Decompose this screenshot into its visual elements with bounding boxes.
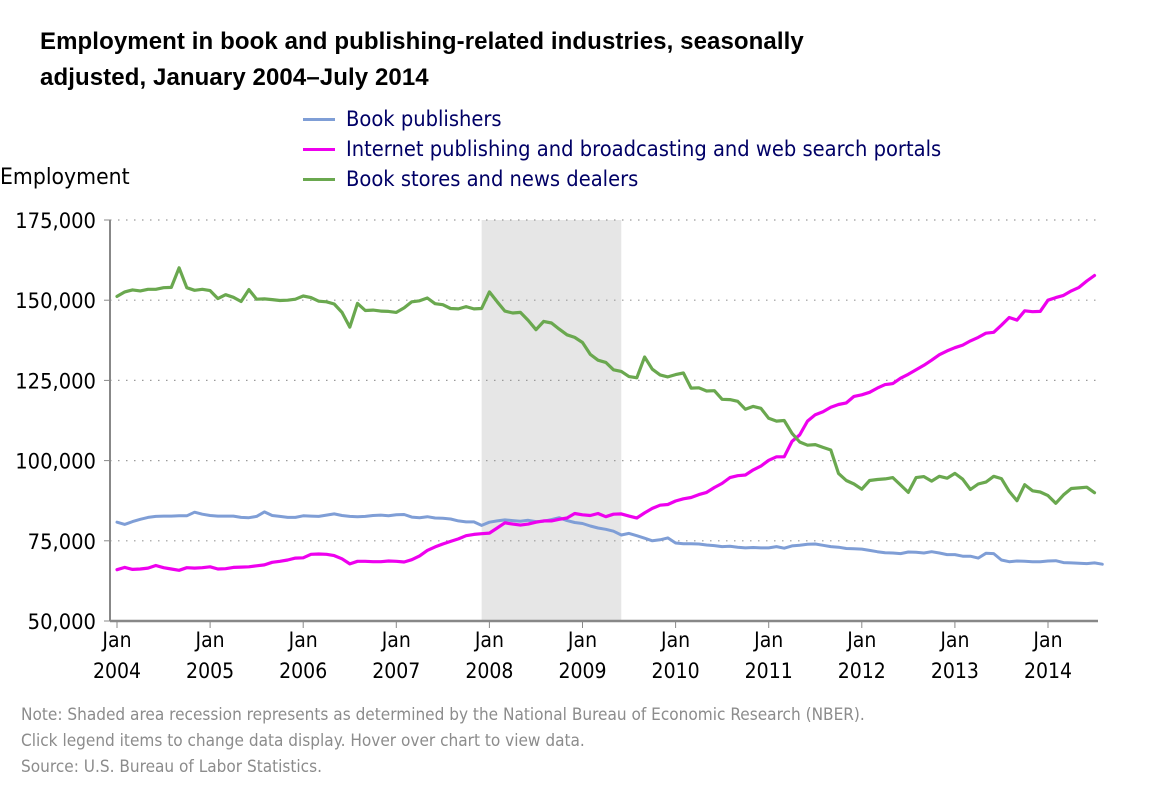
x-tick-label-year: 2007 xyxy=(372,658,420,683)
y-tick-label: 150,000 xyxy=(15,289,96,314)
y-tick-label: 125,000 xyxy=(15,369,96,394)
x-tick-label-month: Jan xyxy=(566,627,597,652)
y-tick-label: 100,000 xyxy=(15,449,96,474)
chart-title: Employment in book and publishing-relate… xyxy=(40,24,804,96)
legend-swatch-book-stores xyxy=(303,177,335,181)
note-source: Source: U.S. Bureau of Labor Statistics. xyxy=(21,757,323,776)
x-tick-label-month: Jan xyxy=(845,627,876,652)
x-tick-label-year: 2005 xyxy=(186,658,234,683)
series-line-book-publishers[interactable] xyxy=(115,510,1104,566)
y-axis-label: Employment xyxy=(0,165,130,190)
x-tick-label-year: 2004 xyxy=(93,658,141,683)
x-tick-label-year: 2010 xyxy=(652,658,700,683)
legend: Book publishers Internet publishing and … xyxy=(303,104,986,194)
x-tick-label-year: 2008 xyxy=(465,658,513,683)
x-tick-label-year: 2012 xyxy=(838,658,886,683)
x-tick-label-year: 2006 xyxy=(279,658,327,683)
note-recession: Note: Shaded area recession represents a… xyxy=(21,705,865,724)
x-tick-label-month: Jan xyxy=(380,627,411,652)
x-tick-label-year: 2009 xyxy=(558,658,606,683)
legend-swatch-book-publishers xyxy=(303,117,335,121)
y-tick-label: 75,000 xyxy=(28,529,96,554)
y-tick-label: 175,000 xyxy=(15,208,96,233)
x-tick-label-year: 2011 xyxy=(745,658,793,683)
x-tick-label-month: Jan xyxy=(659,627,690,652)
chart-title-line-1: Employment in book and publishing-relate… xyxy=(40,28,804,55)
legend-item-internet-publishing[interactable]: Internet publishing and broadcasting and… xyxy=(303,134,986,164)
chart-title-line-2: adjusted, January 2004–July 2014 xyxy=(40,64,429,91)
series-line-internet-publishing[interactable] xyxy=(115,273,1097,572)
x-tick-label-year: 2013 xyxy=(931,658,979,683)
x-tick-label-month: Jan xyxy=(101,627,132,652)
legend-label: Book stores and news dealers xyxy=(346,167,639,191)
legend-swatch-internet-publishing xyxy=(303,147,335,151)
x-tick-label-month: Jan xyxy=(287,627,318,652)
note-interaction: Click legend items to change data displa… xyxy=(21,731,585,750)
x-tick-label-month: Jan xyxy=(473,627,504,652)
recession-shading xyxy=(481,220,622,621)
legend-item-book-stores[interactable]: Book stores and news dealers xyxy=(303,164,986,194)
x-tick-label-month: Jan xyxy=(194,627,225,652)
legend-label: Internet publishing and broadcasting and… xyxy=(346,137,942,161)
x-tick-label-year: 2014 xyxy=(1024,658,1072,683)
legend-item-book-publishers[interactable]: Book publishers xyxy=(303,104,986,134)
series-line-book-stores[interactable] xyxy=(115,266,1097,505)
x-tick-label-month: Jan xyxy=(752,627,783,652)
x-tick-label-month: Jan xyxy=(1032,627,1063,652)
y-tick-label: 50,000 xyxy=(28,609,96,634)
x-tick-label-month: Jan xyxy=(938,627,969,652)
legend-label: Book publishers xyxy=(346,107,502,131)
chart-notes: Note: Shaded area recession represents a… xyxy=(21,702,928,780)
